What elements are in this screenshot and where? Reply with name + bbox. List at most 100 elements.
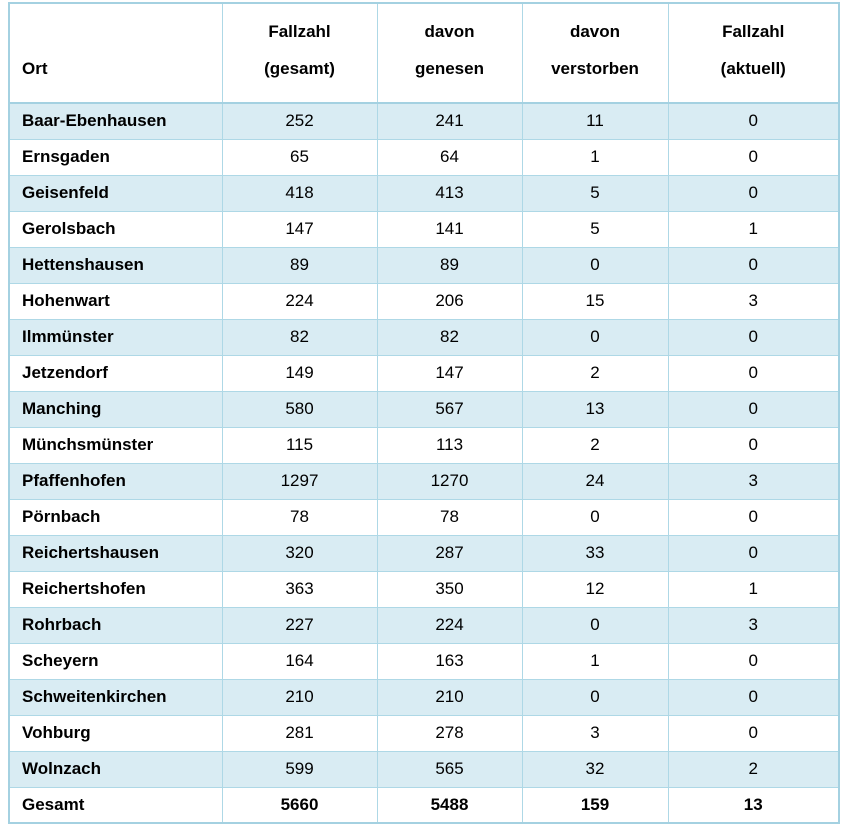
cell-davon-verstorben: 2 — [521, 354, 669, 392]
cell-fallzahl-gesamt: 5660 — [221, 786, 378, 824]
cell-davon-verstorben: 13 — [521, 390, 669, 428]
cell-ort: Pörnbach — [8, 498, 223, 536]
table-row: Jetzendorf 149 147 2 0 — [8, 354, 840, 392]
table-row: Wolnzach 599 565 32 2 — [8, 750, 840, 788]
cell-fallzahl-aktuell: 0 — [667, 174, 840, 212]
cell-ort: Vohburg — [8, 714, 223, 752]
cell-fallzahl-aktuell: 0 — [667, 426, 840, 464]
column-header-label: Ort — [22, 59, 48, 78]
cell-fallzahl-aktuell: 1 — [667, 210, 840, 248]
cell-ort: Gesamt — [8, 786, 223, 824]
cell-davon-verstorben: 0 — [521, 318, 669, 356]
cell-davon-genesen: 82 — [376, 318, 523, 356]
cell-fallzahl-aktuell: 1 — [667, 570, 840, 608]
cell-davon-genesen: 5488 — [376, 786, 523, 824]
column-header-label: genesen — [415, 59, 484, 78]
cell-davon-verstorben: 32 — [521, 750, 669, 788]
cell-davon-genesen: 241 — [376, 102, 523, 140]
table-row: Schweitenkirchen 210 210 0 0 — [8, 678, 840, 716]
column-header-label: davon — [424, 22, 475, 41]
cell-fallzahl-aktuell: 0 — [667, 642, 840, 680]
cell-davon-verstorben: 1 — [521, 138, 669, 176]
table-row: Hettenshausen 89 89 0 0 — [8, 246, 840, 284]
column-header-ort: Ort — [8, 2, 223, 104]
table-row: Münchsmünster 115 113 2 0 — [8, 426, 840, 464]
cell-davon-genesen: 413 — [376, 174, 523, 212]
cell-fallzahl-gesamt: 227 — [221, 606, 378, 644]
column-header-label: Fallzahl — [268, 22, 331, 41]
column-header-davon-genesen: davon genesen — [376, 2, 523, 104]
cell-fallzahl-gesamt: 164 — [221, 642, 378, 680]
table-row-total: Gesamt 5660 5488 159 13 — [8, 786, 840, 824]
cell-davon-verstorben: 33 — [521, 534, 669, 572]
cell-ort: Geisenfeld — [8, 174, 223, 212]
cell-fallzahl-aktuell: 0 — [667, 714, 840, 752]
cell-fallzahl-gesamt: 599 — [221, 750, 378, 788]
cell-ort: Pfaffenhofen — [8, 462, 223, 500]
cell-fallzahl-gesamt: 65 — [221, 138, 378, 176]
table-row: Hohenwart 224 206 15 3 — [8, 282, 840, 320]
cell-davon-genesen: 565 — [376, 750, 523, 788]
column-header-fallzahl-aktuell: Fallzahl (aktuell) — [667, 2, 840, 104]
cell-davon-verstorben: 5 — [521, 174, 669, 212]
cell-davon-genesen: 78 — [376, 498, 523, 536]
column-header-label: verstorben — [551, 59, 639, 78]
table-row: Pörnbach 78 78 0 0 — [8, 498, 840, 536]
table-header: Ort Fallzahl (gesamt) davon genesen davo… — [8, 2, 840, 104]
cell-ort: Manching — [8, 390, 223, 428]
cell-fallzahl-gesamt: 1297 — [221, 462, 378, 500]
cell-ort: Rohrbach — [8, 606, 223, 644]
table-row: Reichertshausen 320 287 33 0 — [8, 534, 840, 572]
cell-davon-genesen: 113 — [376, 426, 523, 464]
cell-fallzahl-aktuell: 13 — [667, 786, 840, 824]
cell-fallzahl-aktuell: 0 — [667, 246, 840, 284]
table-row: Pfaffenhofen 1297 1270 24 3 — [8, 462, 840, 500]
table-row: Geisenfeld 418 413 5 0 — [8, 174, 840, 212]
cell-davon-genesen: 89 — [376, 246, 523, 284]
cell-davon-genesen: 287 — [376, 534, 523, 572]
header-row: Ort Fallzahl (gesamt) davon genesen davo… — [8, 2, 840, 104]
cell-davon-verstorben: 11 — [521, 102, 669, 140]
cell-davon-genesen: 278 — [376, 714, 523, 752]
cell-fallzahl-gesamt: 252 — [221, 102, 378, 140]
table-row: Manching 580 567 13 0 — [8, 390, 840, 428]
cell-fallzahl-gesamt: 89 — [221, 246, 378, 284]
cell-fallzahl-gesamt: 78 — [221, 498, 378, 536]
cell-fallzahl-gesamt: 210 — [221, 678, 378, 716]
table-body: Baar-Ebenhausen 252 241 11 0 Ernsgaden 6… — [8, 102, 840, 824]
cell-ort: Gerolsbach — [8, 210, 223, 248]
table-row: Gerolsbach 147 141 5 1 — [8, 210, 840, 248]
cell-ort: Ernsgaden — [8, 138, 223, 176]
cell-fallzahl-gesamt: 149 — [221, 354, 378, 392]
cell-fallzahl-aktuell: 0 — [667, 534, 840, 572]
column-header-label: (gesamt) — [264, 59, 335, 78]
cell-davon-verstorben: 1 — [521, 642, 669, 680]
cell-davon-verstorben: 2 — [521, 426, 669, 464]
column-header-label: Fallzahl — [722, 22, 785, 41]
cell-fallzahl-gesamt: 281 — [221, 714, 378, 752]
cell-ort: Reichertshofen — [8, 570, 223, 608]
cell-fallzahl-gesamt: 147 — [221, 210, 378, 248]
column-header-fallzahl-gesamt: Fallzahl (gesamt) — [221, 2, 378, 104]
cell-ort: Hettenshausen — [8, 246, 223, 284]
cell-davon-verstorben: 12 — [521, 570, 669, 608]
table-row: Baar-Ebenhausen 252 241 11 0 — [8, 102, 840, 140]
column-header-label: (aktuell) — [720, 59, 786, 78]
cell-fallzahl-gesamt: 418 — [221, 174, 378, 212]
cell-ort: Wolnzach — [8, 750, 223, 788]
table-row: Reichertshofen 363 350 12 1 — [8, 570, 840, 608]
column-header-davon-verstorben: davon verstorben — [521, 2, 669, 104]
cell-fallzahl-gesamt: 363 — [221, 570, 378, 608]
cell-fallzahl-gesamt: 224 — [221, 282, 378, 320]
cell-davon-verstorben: 15 — [521, 282, 669, 320]
cell-davon-genesen: 141 — [376, 210, 523, 248]
cell-fallzahl-gesamt: 320 — [221, 534, 378, 572]
cell-fallzahl-aktuell: 3 — [667, 606, 840, 644]
cell-davon-genesen: 163 — [376, 642, 523, 680]
cell-davon-genesen: 350 — [376, 570, 523, 608]
cell-davon-genesen: 1270 — [376, 462, 523, 500]
cell-ort: Jetzendorf — [8, 354, 223, 392]
table-row: Ilmmünster 82 82 0 0 — [8, 318, 840, 356]
cell-ort: Baar-Ebenhausen — [8, 102, 223, 140]
cell-davon-verstorben: 3 — [521, 714, 669, 752]
